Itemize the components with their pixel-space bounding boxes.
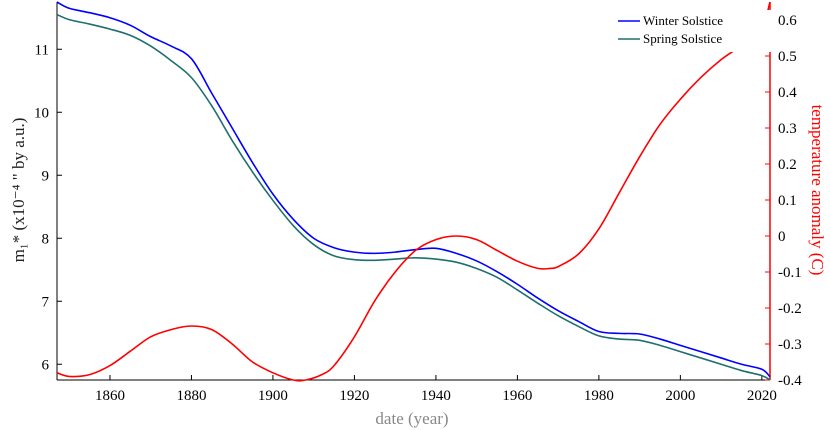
series-line-temperature-anomaly [56,1,771,382]
y-right-tick-label: 0.3 [778,121,797,137]
x-tick-label: 1920 [339,388,369,404]
y-right-tick-label: -0.2 [778,301,802,317]
x-tick-label: 2020 [747,388,777,404]
series-line-spring-solstice [56,13,771,381]
x-tick-label: 1980 [584,388,614,404]
x-axis-label: date (year) [375,409,448,428]
x-tick-label: 1960 [502,388,532,404]
x-tick-label: 2000 [665,388,695,404]
y-right-tick-label: 0.5 [778,49,797,65]
legend-entry-label: Winter Solstice [643,13,723,28]
y-axis-label: m₁* (x10⁻⁴ " by a.u.) [9,118,28,263]
x-tick-label: 1880 [176,388,206,404]
legend-entry-label: Spring Solstice [643,31,722,46]
y-tick-label: 6 [42,357,50,373]
series-lines [56,1,771,382]
legend: Winter Solstice Spring Solstice [612,10,772,52]
y-right-tick-label: 0.6 [778,13,797,29]
y-right-tick-label: -0.3 [778,337,802,353]
x-tick-label: 1860 [95,388,125,404]
y-right-tick-label: 0.2 [778,157,797,173]
y-tick-label: 9 [42,168,50,184]
y-right-tick-label: -0.4 [778,373,802,389]
y-right-tick-label: 0.4 [778,85,797,101]
axes [56,2,771,381]
tick-labels: 1860 1880 1900 1920 1940 1960 1980 2000 2020 6 7 8 9… [34,13,802,404]
y-right-tick-label: -0.1 [778,265,802,281]
y-tick-label: 11 [35,42,49,58]
y-right-tick-label: 0.1 [778,193,797,209]
series-line-winter-solstice [56,1,771,378]
y-tick-label: 7 [42,294,50,310]
y-axis-right-label: temperature anomaly (C) [808,105,827,276]
y-tick-label: 10 [34,105,49,121]
y-tick-label: 8 [42,231,50,247]
x-tick-label: 1900 [258,388,288,404]
x-tick-label: 1940 [421,388,451,404]
legend-box [612,10,772,52]
y-right-tick-label: 0 [778,229,786,245]
